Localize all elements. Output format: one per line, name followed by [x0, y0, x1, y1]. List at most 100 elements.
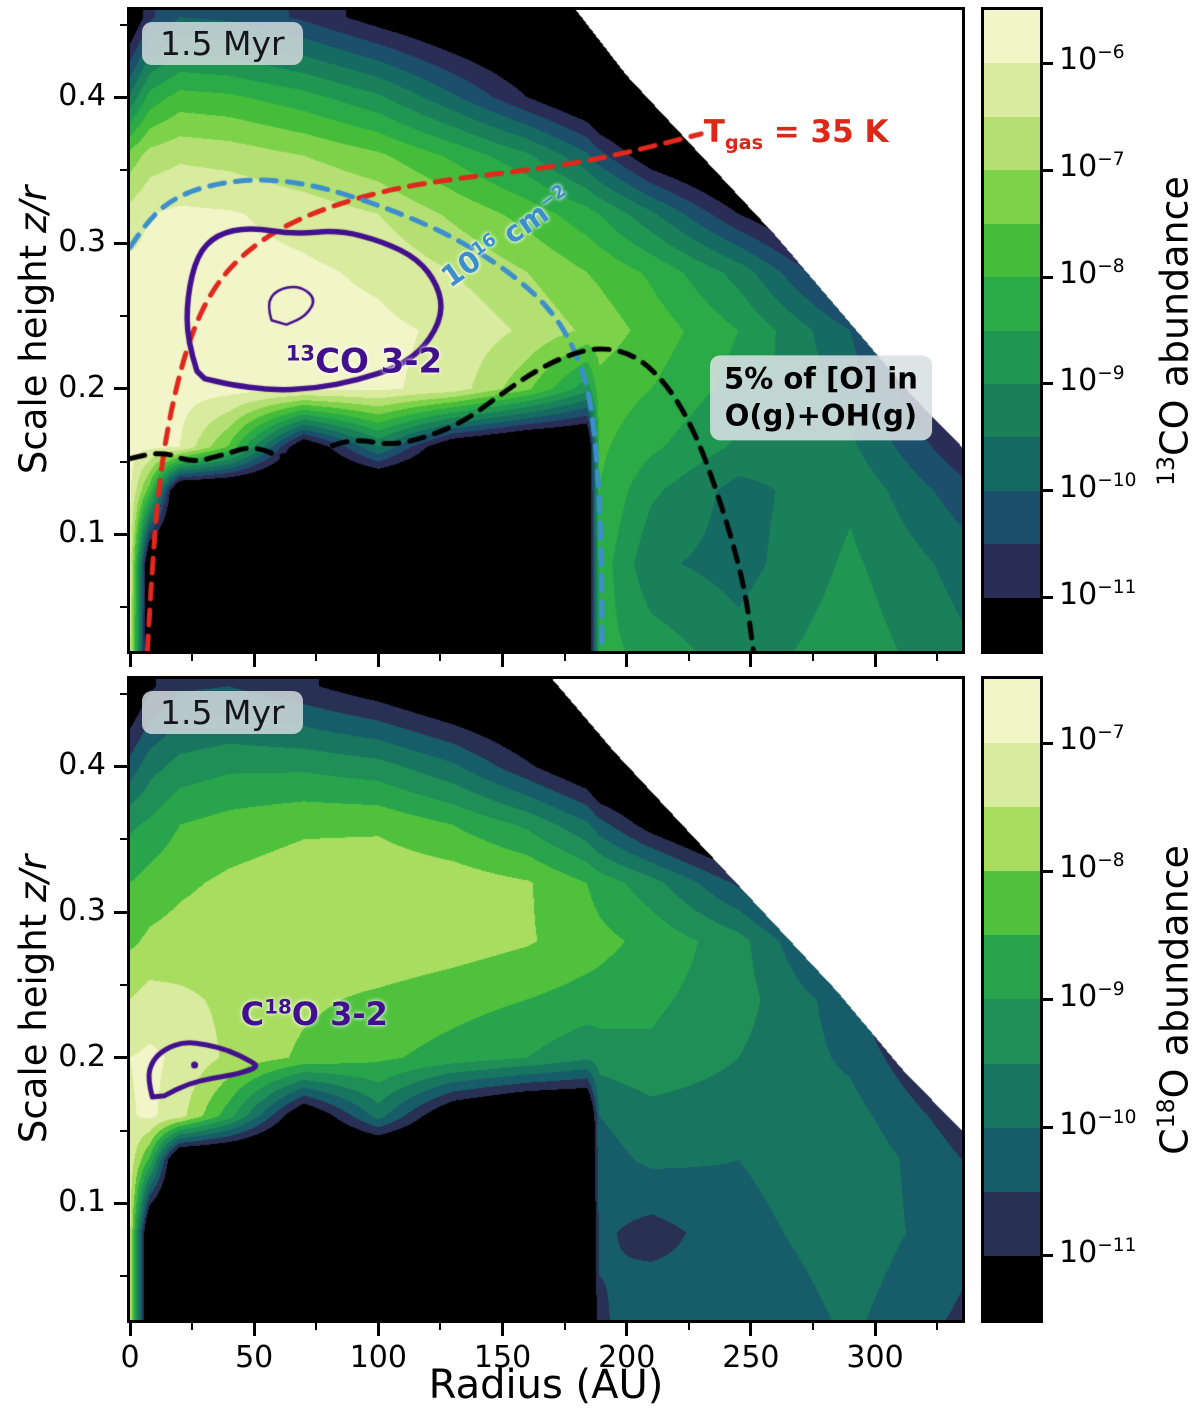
- colorbar-band: [984, 437, 1040, 491]
- y-major-tick: [114, 764, 127, 768]
- colorbar-band: [984, 679, 1040, 744]
- y-minor-tick: [120, 692, 127, 695]
- x-tick-label: 200: [598, 1340, 656, 1375]
- colorbar-band: [984, 63, 1040, 117]
- y-minor-tick: [120, 606, 127, 609]
- colorbar-tick: [1043, 741, 1053, 745]
- colorbar-band: [984, 871, 1040, 936]
- colorbar-tick-label: 10−6: [1059, 42, 1125, 78]
- panel-13co-abundance: 1.5 Myr Tgas = 35 K 1016 cm−2 5% of [O] …: [127, 7, 965, 654]
- colorbar-band: [984, 10, 1040, 64]
- y-tick-label: 0.3: [58, 893, 106, 929]
- x-major-tick: [749, 1323, 753, 1336]
- x-tick-label: 50: [235, 1340, 274, 1375]
- colorbar-band: [984, 1255, 1040, 1320]
- co32-contour-label: 13CO 3-2: [285, 340, 443, 382]
- y-major-tick: [114, 1201, 127, 1205]
- colorbar-band: [984, 223, 1040, 278]
- colorbar-band: [984, 935, 1040, 1000]
- x-major-tick: [873, 654, 877, 667]
- x-minor-tick: [563, 1323, 566, 1330]
- x-minor-tick: [936, 654, 939, 661]
- colorbar-tick: [1043, 61, 1053, 65]
- abundance-map-13co: [130, 10, 962, 651]
- colorbar-label-13co: 13CO abundance: [1152, 176, 1197, 486]
- x-tick-label: 250: [722, 1340, 780, 1375]
- y-major-tick: [114, 387, 127, 391]
- x-major-tick: [376, 654, 380, 667]
- x-major-tick: [252, 654, 256, 667]
- x-minor-tick: [191, 654, 194, 661]
- colorbar-tick-label: 10−7: [1059, 149, 1125, 185]
- x-minor-tick: [439, 1323, 442, 1330]
- x-major-tick: [501, 654, 505, 667]
- y-minor-tick: [120, 1275, 127, 1278]
- y-tick-label: 0.2: [58, 369, 106, 405]
- x-major-tick: [501, 1323, 505, 1336]
- colorbar-c18o: [981, 676, 1043, 1323]
- y-tick-label: 0.4: [58, 747, 106, 783]
- y-major-tick: [114, 95, 127, 99]
- x-tick-label: 0: [120, 1340, 140, 1375]
- colorbar-tick: [1043, 1254, 1053, 1258]
- y-minor-tick: [120, 983, 127, 986]
- colorbar-tick-label: 10−11: [1059, 1234, 1137, 1270]
- colorbar-band: [984, 807, 1040, 872]
- y-major-tick: [114, 241, 127, 245]
- tgas-contour-label: Tgas = 35 K: [703, 113, 889, 154]
- colorbar-tick-label: 10−7: [1059, 722, 1125, 758]
- panel-c18o-abundance: 1.5 Myr C18O 3-2: [127, 676, 965, 1323]
- colorbar-tick: [1043, 275, 1053, 279]
- y-tick-label: 0.3: [58, 224, 106, 260]
- x-major-tick: [128, 1323, 132, 1336]
- colorbar-tick: [1043, 382, 1053, 386]
- y-minor-tick: [120, 23, 127, 26]
- colorbar-tick-label: 10−10: [1059, 469, 1137, 505]
- x-tick-label: 300: [846, 1340, 904, 1375]
- colorbar-band: [984, 490, 1040, 545]
- time-badge: 1.5 Myr: [142, 22, 303, 65]
- y-major-tick: [114, 1056, 127, 1060]
- colorbar-band: [984, 743, 1040, 808]
- colorbar-band: [984, 597, 1040, 652]
- y-tick-label: 0.1: [58, 515, 106, 551]
- y-minor-tick: [120, 169, 127, 172]
- y-tick-label: 0.4: [58, 78, 106, 114]
- oxygen-label-line1: 5% of [O] in: [724, 360, 918, 395]
- colorbar-tick: [1043, 1126, 1053, 1130]
- colorbar-tick: [1043, 596, 1053, 600]
- x-major-tick: [376, 1323, 380, 1336]
- x-major-tick: [625, 1323, 629, 1336]
- time-badge: 1.5 Myr: [142, 691, 303, 734]
- colorbar-tick: [1043, 869, 1053, 873]
- colorbar-c18o-bands: [984, 679, 1040, 1320]
- x-minor-tick: [315, 654, 318, 661]
- colorbar-band: [984, 330, 1040, 384]
- colorbar-tick-label: 10−8: [1059, 256, 1125, 292]
- colorbar-band: [984, 116, 1040, 171]
- x-minor-tick: [936, 1323, 939, 1330]
- colorbar-band: [984, 999, 1040, 1064]
- colorbar-tick-label: 10−8: [1059, 850, 1125, 886]
- colorbar-band: [984, 544, 1040, 598]
- y-minor-tick: [120, 460, 127, 463]
- x-major-tick: [252, 1323, 256, 1336]
- colorbar-tick-label: 10−11: [1059, 576, 1137, 612]
- colorbar-tick-label: 10−9: [1059, 978, 1125, 1014]
- abundance-map-c18o: [130, 679, 962, 1320]
- colorbar-tick: [1043, 489, 1053, 493]
- colorbar-tick-label: 10−10: [1059, 1106, 1137, 1142]
- x-minor-tick: [315, 1323, 318, 1330]
- y-minor-tick: [120, 314, 127, 317]
- y-minor-tick: [120, 1129, 127, 1132]
- colorbar-13co: [981, 7, 1043, 654]
- x-major-tick: [128, 654, 132, 667]
- x-minor-tick: [811, 1323, 814, 1330]
- c18o32-contour-label: C18O 3-2: [240, 995, 388, 1034]
- x-major-tick: [625, 654, 629, 667]
- x-minor-tick: [191, 1323, 194, 1330]
- y-major-tick: [114, 532, 127, 536]
- colorbar-tick: [1043, 168, 1053, 172]
- x-minor-tick: [563, 654, 566, 661]
